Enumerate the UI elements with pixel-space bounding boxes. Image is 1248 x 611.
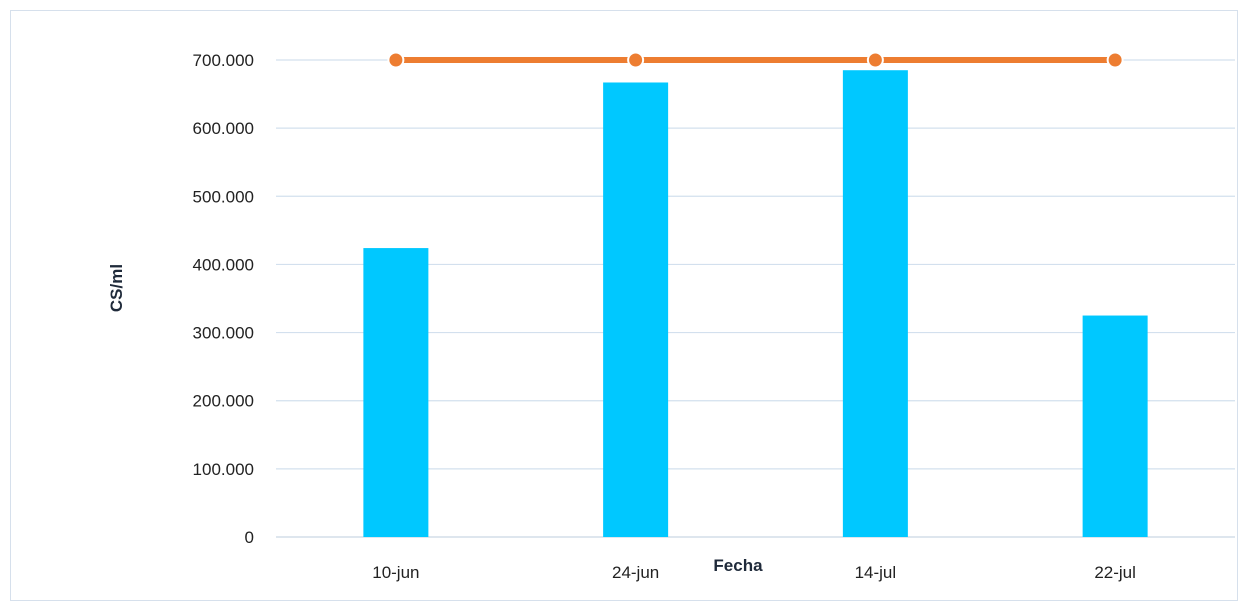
bar xyxy=(842,70,908,537)
x-tick-label: 24-jun xyxy=(612,563,659,582)
y-tick-label: 200.000 xyxy=(193,392,254,411)
x-axis-title: Fecha xyxy=(713,556,763,575)
bar xyxy=(363,248,429,537)
bar xyxy=(1082,315,1148,537)
y-tick-label: 100.000 xyxy=(193,460,254,479)
line-point xyxy=(866,51,884,69)
y-axis-title: CS/ml xyxy=(107,264,126,312)
gridlines xyxy=(276,59,1235,538)
y-tick-label: 0 xyxy=(245,528,254,547)
line-point xyxy=(387,51,405,69)
bar xyxy=(603,82,669,537)
line-point xyxy=(1106,51,1124,69)
x-tick-label: 10-jun xyxy=(372,563,419,582)
x-axis-ticks: 10-jun 24-jun 14-jul 22-jul xyxy=(372,563,1136,582)
y-tick-label: 400.000 xyxy=(193,255,254,274)
y-tick-label: 300.000 xyxy=(193,324,254,343)
y-tick-label: 600.000 xyxy=(193,119,254,138)
bar-series xyxy=(363,70,1148,537)
line-point xyxy=(627,51,645,69)
y-axis-ticks: 0 100.000 200.000 300.000 400.000 500.000 600.… xyxy=(193,51,254,547)
y-tick-label: 700.000 xyxy=(193,51,254,70)
x-tick-label: 22-jul xyxy=(1094,563,1136,582)
y-tick-label: 500.000 xyxy=(193,187,254,206)
line-series xyxy=(387,51,1124,69)
x-tick-label: 14-jul xyxy=(855,563,897,582)
